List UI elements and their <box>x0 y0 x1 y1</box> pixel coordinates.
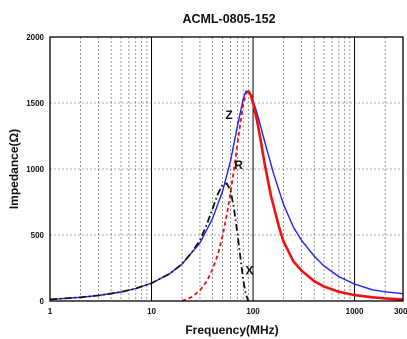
y-tick-label: 2000 <box>26 33 44 42</box>
x-tick-label: 1 <box>48 307 53 316</box>
y-tick-label: 1500 <box>26 99 44 108</box>
series-x-label: X <box>245 264 253 278</box>
y-tick-label: 1000 <box>26 165 44 174</box>
series-r-label: R <box>234 158 243 172</box>
x-axis-label: Frequency(MHz) <box>185 323 278 337</box>
x-tick-label: 1000 <box>346 307 364 316</box>
series-r-line-solid <box>248 91 403 299</box>
y-tick-label: 0 <box>40 297 45 306</box>
grid <box>50 37 403 301</box>
y-axis-label: Impedance(Ω) <box>7 129 21 209</box>
x-tick-label: 100 <box>246 307 260 316</box>
chart-title: ACML-0805-152 <box>182 12 275 26</box>
x-tick-label: 10 <box>147 307 156 316</box>
y-tick-label: 500 <box>31 231 45 240</box>
series-z-label: Z <box>225 108 232 122</box>
